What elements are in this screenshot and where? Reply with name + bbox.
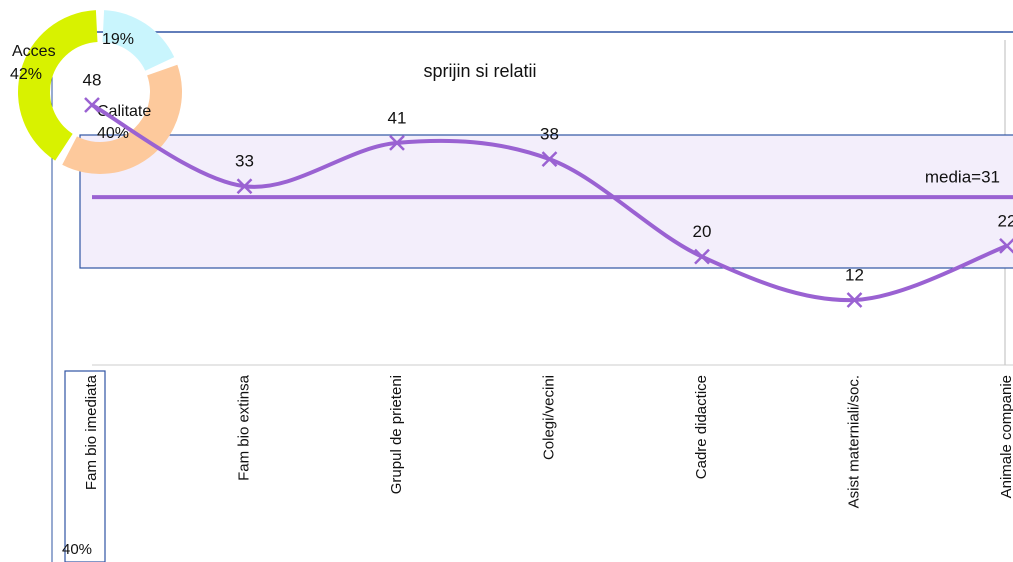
marker: [999, 237, 1013, 254]
pie-slice: [18, 10, 98, 161]
x-tick-label: Colegi/vecini: [540, 375, 557, 460]
marker: [694, 248, 710, 265]
data-label: 12: [845, 265, 864, 284]
x-tick-label: Cadre didactice: [693, 375, 710, 479]
data-label: 38: [540, 125, 559, 144]
marker: [846, 292, 863, 308]
data-label: 22: [998, 211, 1013, 230]
x-tick-label: Fam bio extinsa: [235, 374, 252, 481]
pie-slice: [62, 64, 182, 174]
marker: [84, 97, 100, 113]
selection-box: [64, 370, 106, 562]
data-label: 33: [235, 152, 254, 171]
data-label: 20: [693, 222, 712, 241]
marker: [541, 151, 558, 168]
x-tick-label: Asist materniali/soc.: [845, 375, 862, 508]
data-label: 41: [388, 108, 407, 127]
x-tick-label: Animale companie: [998, 375, 1013, 498]
slice-value: 19%: [102, 31, 134, 48]
mean-label: media=31: [925, 168, 1000, 187]
marker: [389, 135, 405, 151]
slice-label: Acces: [12, 43, 56, 60]
slice-value: 42%: [10, 66, 42, 83]
annotation: 40%: [62, 541, 92, 558]
x-tick-label: Fam bio imediata: [83, 374, 100, 490]
pie-slice: [102, 10, 175, 71]
marker: [236, 178, 253, 195]
chart-title: sprijin si relatii: [423, 61, 536, 81]
x-tick-label: Grupul de prieteni: [388, 375, 405, 494]
data-label: 48: [83, 70, 102, 89]
slice-value: 40%: [97, 125, 129, 142]
